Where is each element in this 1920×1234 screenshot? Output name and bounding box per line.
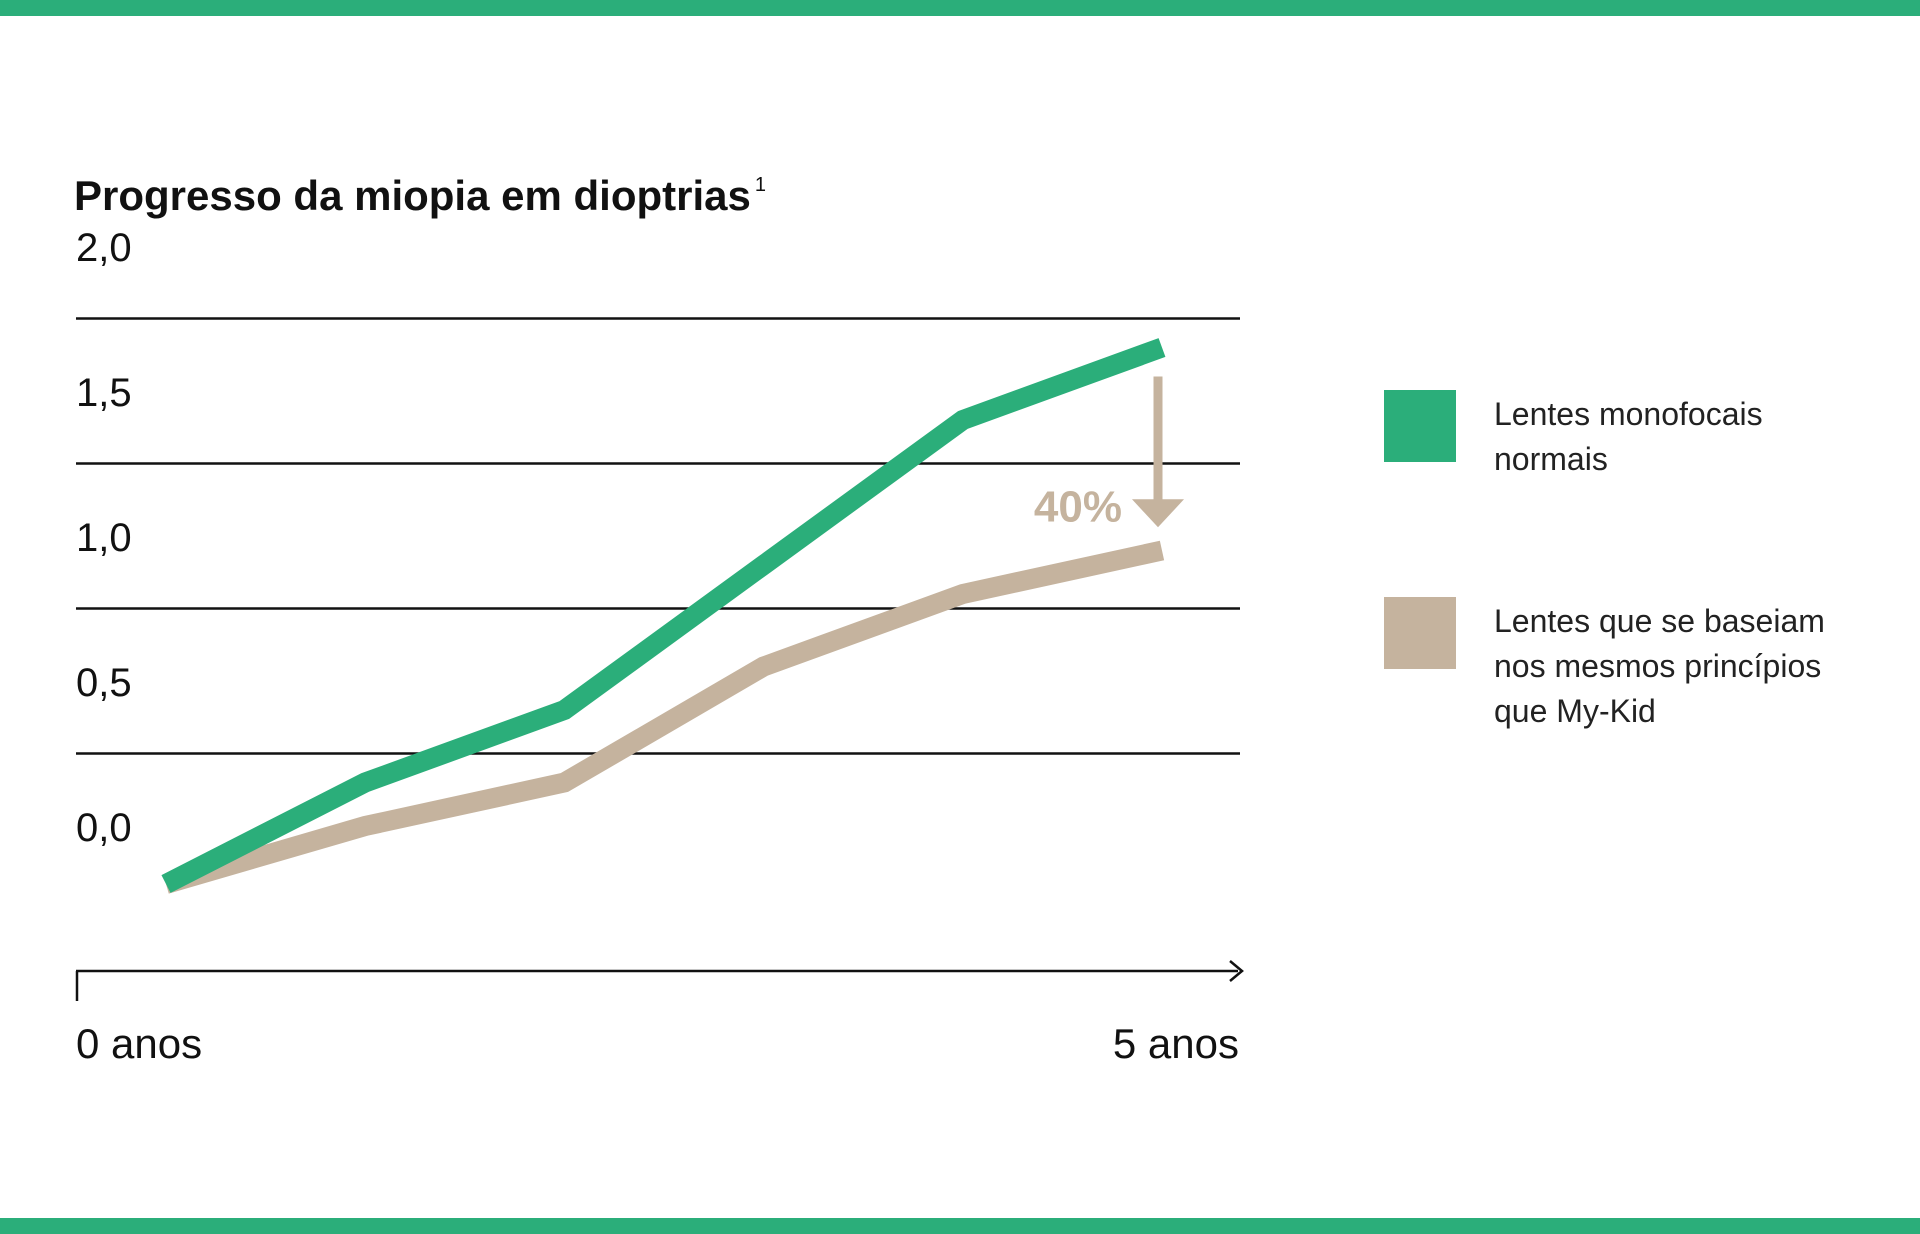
x-tick-label-end: 5 anos	[1113, 1020, 1239, 1067]
legend-swatch-green	[1384, 390, 1456, 462]
legend-line: normais	[1494, 441, 1608, 477]
footnote-marker: 1	[754, 174, 766, 196]
y-tick-label: 0,5	[76, 661, 132, 705]
y-tick-label: 1,5	[76, 371, 132, 415]
y-tick-label: 2,0	[76, 226, 132, 270]
y-tick-label: 1,0	[76, 516, 132, 560]
legend-line: Lentes monofocais	[1494, 396, 1763, 432]
legend-swatch-beige	[1384, 597, 1456, 669]
annotation-arrow-head	[1132, 499, 1184, 528]
x-axis-arrowhead	[1229, 960, 1244, 982]
bottom-accent-band	[0, 1218, 1920, 1234]
top-accent-band	[0, 0, 1920, 16]
series-line-monofocal	[161, 338, 1166, 893]
chart-title: Progresso da miopia em dioptrias 1	[74, 172, 766, 219]
annotation-label-40-percent: 40%	[1034, 482, 1122, 531]
legend-line: nos mesmos princípios	[1494, 648, 1822, 684]
y-tick-label: 0,0	[76, 806, 132, 850]
legend-label-monofocal: Lentes monofocais normais	[1494, 392, 1884, 482]
x-tick-label-start: 0 anos	[76, 1020, 202, 1067]
series-line-mykid	[163, 540, 1165, 894]
legend-label-mykid: Lentes que se baseiam nos mesmos princíp…	[1494, 599, 1884, 734]
legend-line: Lentes que se baseiam	[1494, 603, 1825, 639]
legend-line: que My-Kid	[1494, 693, 1656, 729]
